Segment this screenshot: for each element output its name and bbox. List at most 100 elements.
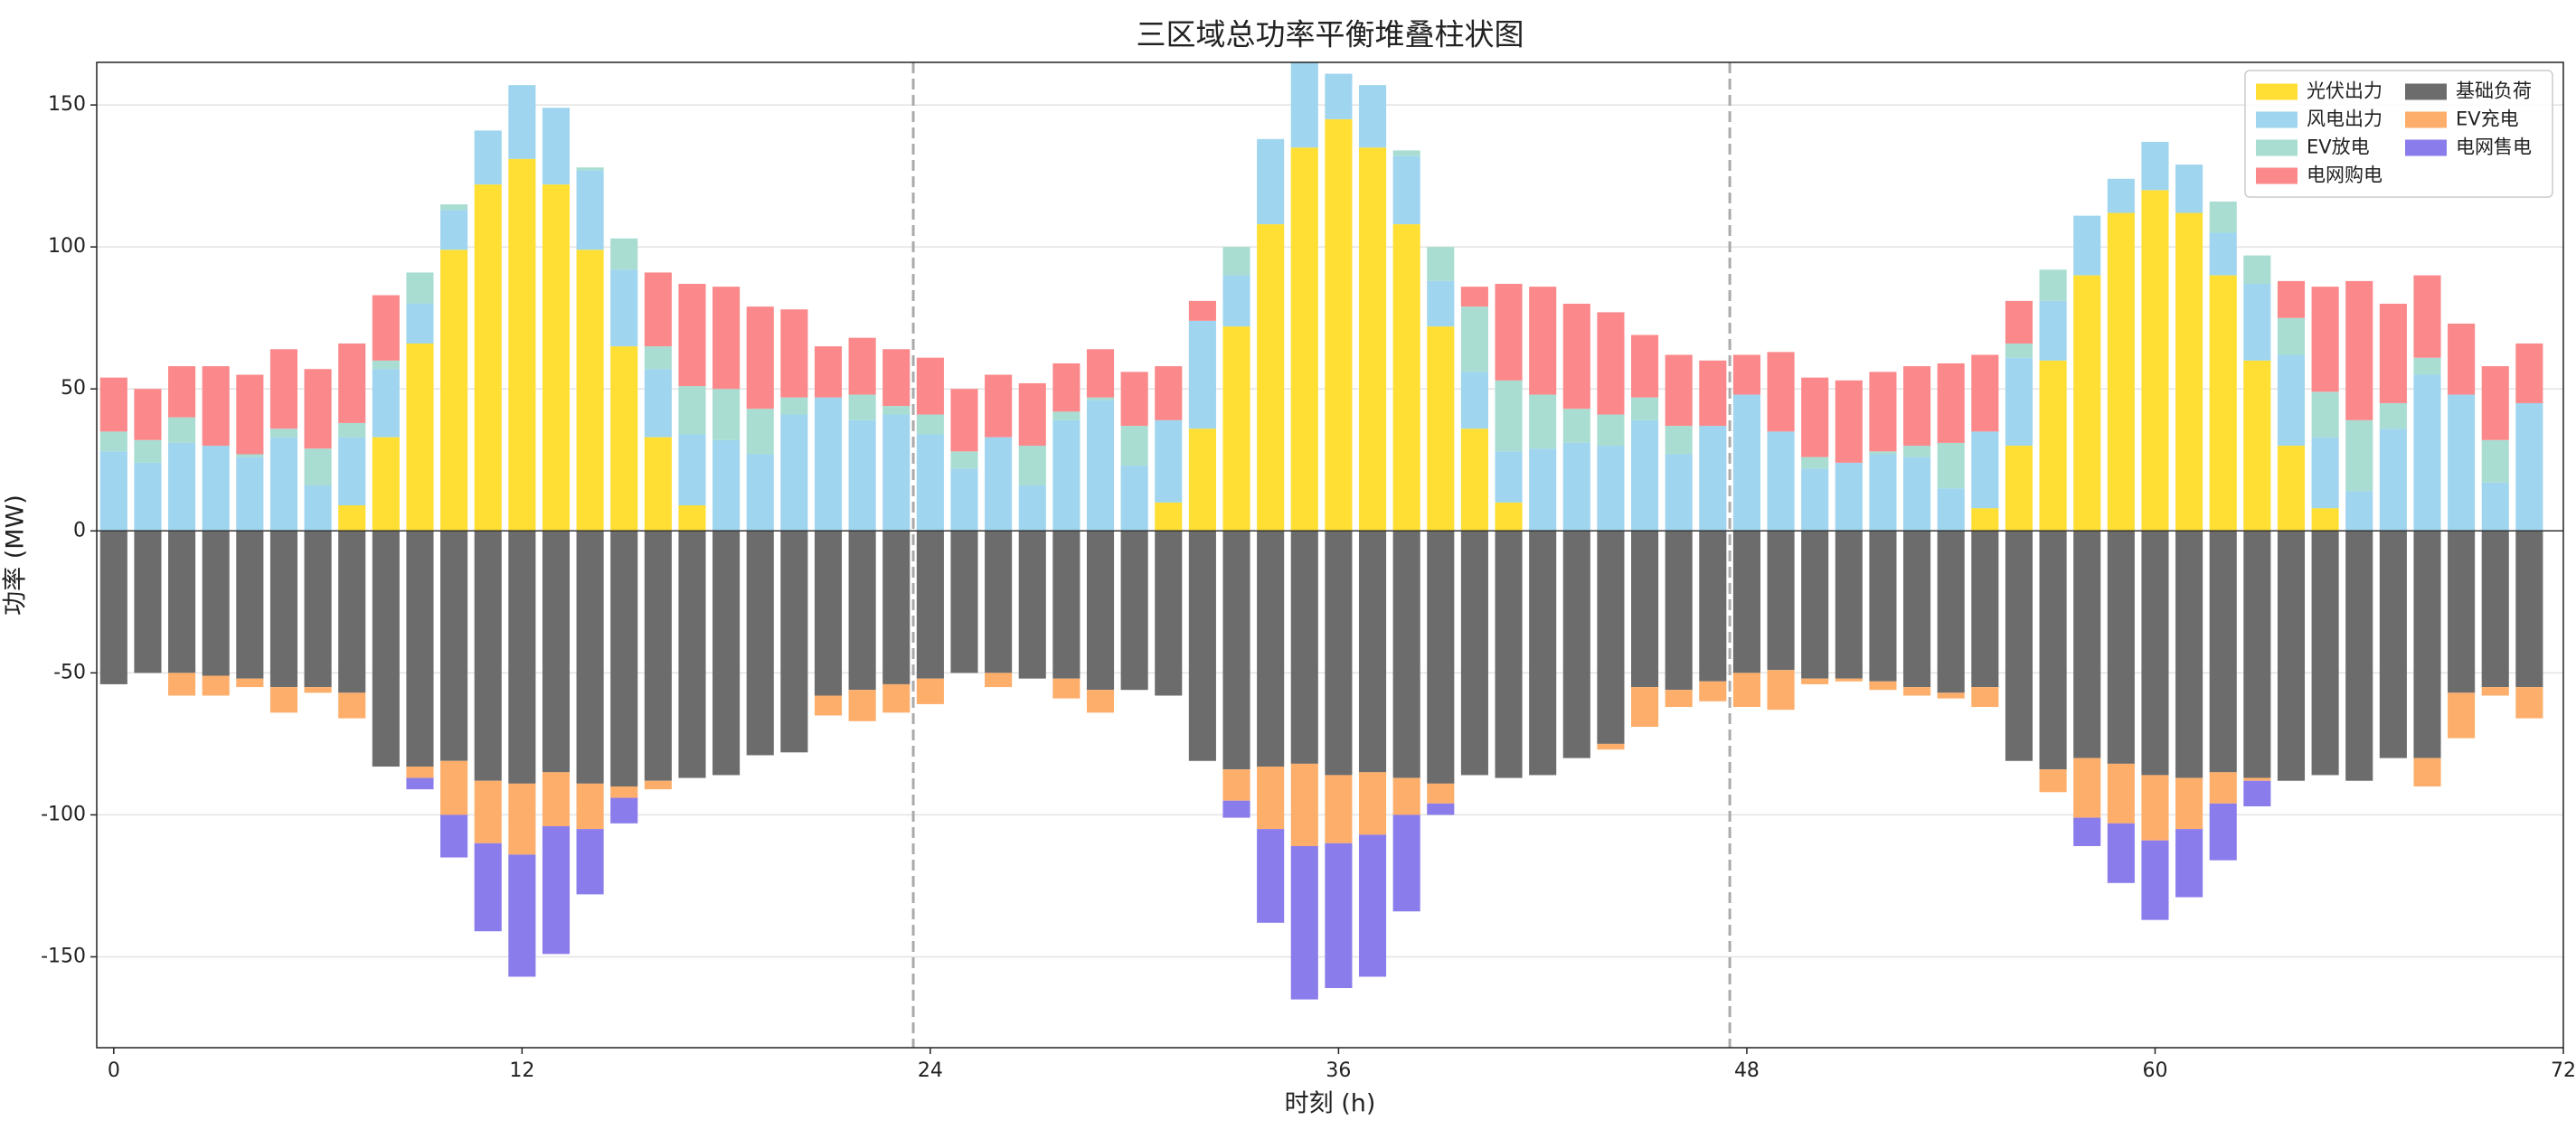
bar-segment: [338, 505, 366, 532]
bar-segment: [950, 389, 978, 452]
bar-segment: [406, 304, 434, 344]
bar-segment: [2243, 360, 2271, 532]
bar-segment: [1801, 377, 1829, 457]
bar-segment: [99, 377, 127, 432]
bar-segment: [1257, 829, 1285, 923]
x-tick-label: 72: [2551, 1059, 2576, 1082]
bar-segment: [2141, 531, 2169, 776]
bar-segment: [1358, 85, 1387, 148]
bar-segment: [882, 683, 911, 713]
bar-segment: [1427, 326, 1455, 532]
bar-segment: [1869, 454, 1897, 532]
bar-segment: [1018, 446, 1046, 486]
bar-segment: [1631, 531, 1659, 688]
bar-segment: [2277, 531, 2306, 781]
bar-segment: [1427, 247, 1455, 281]
legend-swatch: [2405, 83, 2447, 100]
bar-segment: [1325, 531, 1353, 776]
x-tick-label: 60: [2142, 1059, 2167, 1082]
bar-segment: [2209, 531, 2237, 773]
legend-label: EV放电: [2307, 136, 2370, 158]
bar-segment: [1188, 428, 1216, 532]
bar-segment: [1460, 428, 1488, 532]
bar-segment: [746, 454, 774, 532]
bar-segment: [2073, 531, 2101, 758]
bar-segment: [1597, 414, 1625, 447]
bar-segment: [576, 249, 604, 532]
bar-segment: [1835, 380, 1863, 463]
bar-segment: [1222, 531, 1250, 770]
bar-segment: [985, 374, 1013, 438]
bar-segment: [2243, 284, 2271, 361]
plot-frame: [96, 61, 2564, 1049]
bar-segment: [338, 531, 366, 693]
y-tick-label: -100: [41, 803, 86, 825]
bar-segment: [1086, 690, 1115, 713]
bar-segment: [99, 531, 127, 684]
bar-segment: [1937, 692, 1965, 699]
bar-segment: [440, 204, 468, 211]
bar-segment: [269, 428, 298, 438]
bar-segment: [1052, 531, 1080, 679]
bar-segment: [1222, 275, 1250, 327]
bar-segment: [1052, 678, 1080, 699]
bar-segment: [1392, 531, 1420, 778]
bar-segment: [304, 687, 332, 693]
x-tick-label: 48: [1734, 1059, 1760, 1082]
bar-segment: [1529, 448, 1557, 532]
bar-segment: [1767, 431, 1795, 532]
x-tick-label: 12: [509, 1059, 534, 1082]
bar-segment: [882, 414, 911, 532]
bar-segment: [950, 468, 978, 532]
y-tick-label: 100: [48, 235, 86, 258]
bar-segment: [1222, 326, 1250, 532]
bar-segment: [2277, 317, 2306, 355]
bar-segment: [99, 451, 127, 532]
bar-segment: [2515, 687, 2543, 719]
bar-segment: [2413, 531, 2441, 758]
bar-segment: [610, 238, 638, 270]
bar-segment: [1665, 426, 1693, 455]
bar-segment: [1971, 531, 1999, 688]
x-tick-label: 36: [1326, 1059, 1351, 1082]
bar-segment: [576, 167, 604, 171]
bar-segment: [1460, 531, 1488, 776]
bar-segment: [848, 690, 876, 721]
bar-segment: [1495, 284, 1523, 381]
bar-segment: [1971, 354, 1999, 432]
bar-segment: [1631, 687, 1659, 728]
bar-segment: [1732, 354, 1760, 395]
bar-segment: [1631, 419, 1659, 532]
bar-segment: [1903, 531, 1931, 688]
bar-segment: [678, 531, 706, 778]
bar-segment: [542, 108, 571, 185]
bar-segment: [610, 346, 638, 532]
bar-segment: [1155, 502, 1183, 532]
bar-segment: [644, 780, 672, 790]
bar-segment: [2243, 531, 2271, 778]
bar-segment: [474, 780, 502, 843]
bar-segment: [269, 687, 298, 713]
bar-segment: [2073, 275, 2101, 532]
x-tick-label: 0: [108, 1059, 120, 1082]
y-tick-label: 50: [61, 377, 86, 400]
bar-segment: [2073, 817, 2101, 846]
legend-swatch: [2256, 167, 2298, 184]
bar-segment: [1155, 366, 1183, 420]
bar-segment: [1869, 451, 1897, 455]
bar-segment: [2005, 446, 2033, 532]
bar-segment: [814, 397, 843, 532]
bar-segment: [644, 272, 672, 347]
bar-segment: [1665, 454, 1693, 532]
bar-segment: [916, 414, 944, 435]
bar-segment: [202, 531, 230, 676]
bar-segment: [1665, 690, 1693, 708]
bar-segment: [1188, 320, 1216, 429]
bar-segment: [1155, 531, 1183, 696]
bar-segment: [1086, 531, 1115, 691]
bar-segment: [372, 360, 400, 370]
bar-segment: [2175, 777, 2203, 830]
bar-segment: [542, 531, 571, 773]
bar-segment: [1325, 73, 1353, 119]
